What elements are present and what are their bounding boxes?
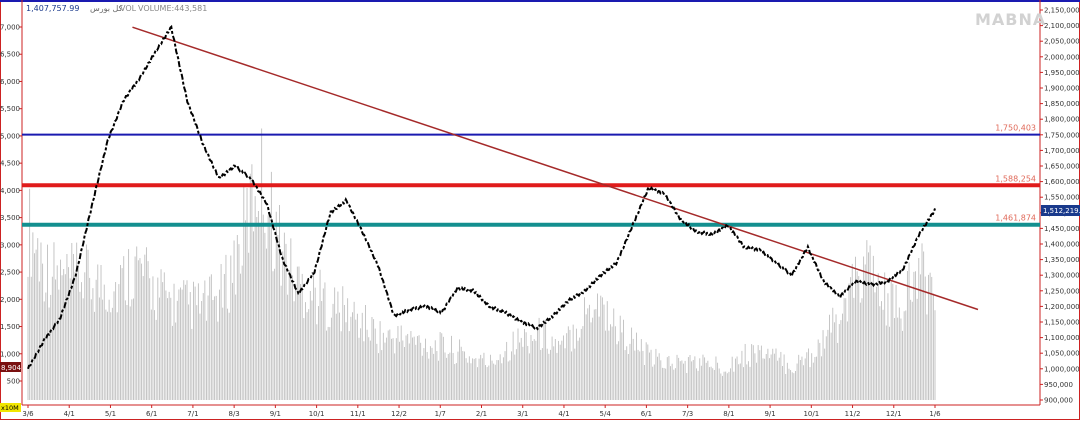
- header-price-label: 1,407,757.99: [26, 4, 79, 13]
- y-tick-label: 2,050,000: [1044, 38, 1080, 46]
- y-tick-label: 1,850,000: [1044, 100, 1080, 108]
- x-tick-label: 5/4: [600, 410, 612, 418]
- y-tick-label: 1,600,000: [1044, 178, 1080, 186]
- y-tick-label: 1,350,000: [1044, 256, 1080, 264]
- x-tick-label: 5/1: [105, 410, 116, 418]
- x-tick-label: 7/1: [187, 410, 198, 418]
- volume-unit-label: x10M: [1, 404, 19, 412]
- header-index-name: کل بورس: [90, 4, 123, 13]
- trend-line: [132, 26, 979, 311]
- level-label: 1,461,874: [995, 214, 1036, 223]
- level-label: 1,750,403: [995, 124, 1036, 133]
- y-tick-label: 900,000: [1044, 397, 1073, 405]
- x-tick-label: 11/1: [350, 410, 366, 418]
- x-tick-label: 12/2: [391, 410, 407, 418]
- x-tick-label: 6/1: [146, 410, 157, 418]
- y-tick-label: 1,300,000: [1044, 272, 1080, 280]
- left-tick-label: 5,000: [0, 132, 20, 140]
- x-tick-label: 4/1: [558, 410, 569, 418]
- left-tick-label: 3,500: [0, 214, 20, 222]
- left-tick-label: 4,000: [0, 187, 20, 195]
- y-tick-label: 1,250,000: [1044, 287, 1080, 295]
- date-axis: 3/6 4/1 5/1 6/1 7/1 8/3 9/1 10/1 11/1 12/2 1/7 2/1 3…: [22, 405, 941, 418]
- y-tick-label: 1,750,000: [1044, 131, 1080, 139]
- mabna-watermark: MABNA: [975, 10, 1046, 29]
- level-label: 1,588,254: [995, 174, 1036, 183]
- current-value-label: 1,512,219.1: [1043, 207, 1080, 215]
- x-tick-label: 8/3: [229, 410, 240, 418]
- x-tick-label: 10/1: [803, 410, 819, 418]
- y-tick-label: 1,050,000: [1044, 350, 1080, 358]
- volume-bars: [27, 128, 936, 400]
- y-tick-label: 1,550,000: [1044, 194, 1080, 202]
- left-tick-label: 2,500: [0, 269, 20, 277]
- y-tick-label: 1,800,000: [1044, 116, 1080, 124]
- y-tick-label: 1,200,000: [1044, 303, 1080, 311]
- x-tick-label: 1/7: [435, 410, 446, 418]
- y-tick-label: 1,950,000: [1044, 69, 1080, 77]
- left-tick-label: 1,000: [0, 350, 20, 358]
- y-tick-label: 1,450,000: [1044, 225, 1080, 233]
- x-tick-label: 9/1: [270, 410, 281, 418]
- y-tick-label: 1,150,000: [1044, 319, 1080, 327]
- x-tick-label: 6/1: [641, 410, 652, 418]
- volume-highlight-value: 8,904: [1, 364, 22, 372]
- y-tick-label: 1,000,000: [1044, 365, 1080, 373]
- left-tick-label: 500: [7, 378, 20, 386]
- header-volume-label: VOL: [120, 4, 137, 13]
- trendline-group: [132, 26, 979, 311]
- y-tick-label: 1,650,000: [1044, 163, 1080, 171]
- left-tick-label: 5,500: [0, 105, 20, 113]
- x-tick-label: 10/1: [309, 410, 325, 418]
- x-tick-label: 3/6: [22, 410, 34, 418]
- x-tick-label: 1/6: [929, 410, 941, 418]
- left-tick-label: 4,500: [0, 160, 20, 168]
- x-tick-label: 2/1: [476, 410, 487, 418]
- y-tick-label: 2,150,000: [1044, 7, 1080, 15]
- y-tick-label: 1,400,000: [1044, 241, 1080, 249]
- x-tick-label: 9/1: [764, 410, 775, 418]
- left-tick-label: 2,000: [0, 296, 20, 304]
- left-volume-axis: 7,000 6,500 6,000 5,500 5,000 4,500 4,000 3,500…: [0, 24, 22, 386]
- left-tick-label: 6,000: [0, 78, 20, 86]
- left-tick-label: 3,000: [0, 241, 20, 249]
- volume-highlight-badge: [0, 362, 21, 372]
- volume-unit-badge: [0, 403, 21, 412]
- y-tick-label: 2,100,000: [1044, 22, 1080, 30]
- current-value-badge: [1041, 205, 1080, 216]
- horizontal-levels: 1,750,403 1,588,254 1,461,874: [22, 124, 1040, 227]
- x-tick-label: 11/2: [845, 410, 861, 418]
- x-tick-label: 7/3: [682, 410, 693, 418]
- x-tick-label: 3/1: [517, 410, 528, 418]
- x-tick-label: 8/1: [723, 410, 734, 418]
- y-tick-label: 1,900,000: [1044, 85, 1080, 93]
- y-tick-label: 2,000,000: [1044, 53, 1080, 61]
- y-tick-label: 950,000: [1044, 381, 1073, 389]
- left-tick-label: 1,500: [0, 323, 20, 331]
- left-tick-label: 6,500: [0, 51, 20, 59]
- left-tick-label: 7,000: [0, 24, 20, 32]
- x-tick-label: 12/1: [886, 410, 902, 418]
- price-series: [27, 24, 936, 370]
- price-line: [27, 24, 936, 370]
- y-tick-label: 1,700,000: [1044, 147, 1080, 155]
- y-tick-label: 1,100,000: [1044, 334, 1080, 342]
- header-volume-value: VOLUME:443,581: [138, 4, 207, 13]
- x-tick-label: 4/1: [64, 410, 75, 418]
